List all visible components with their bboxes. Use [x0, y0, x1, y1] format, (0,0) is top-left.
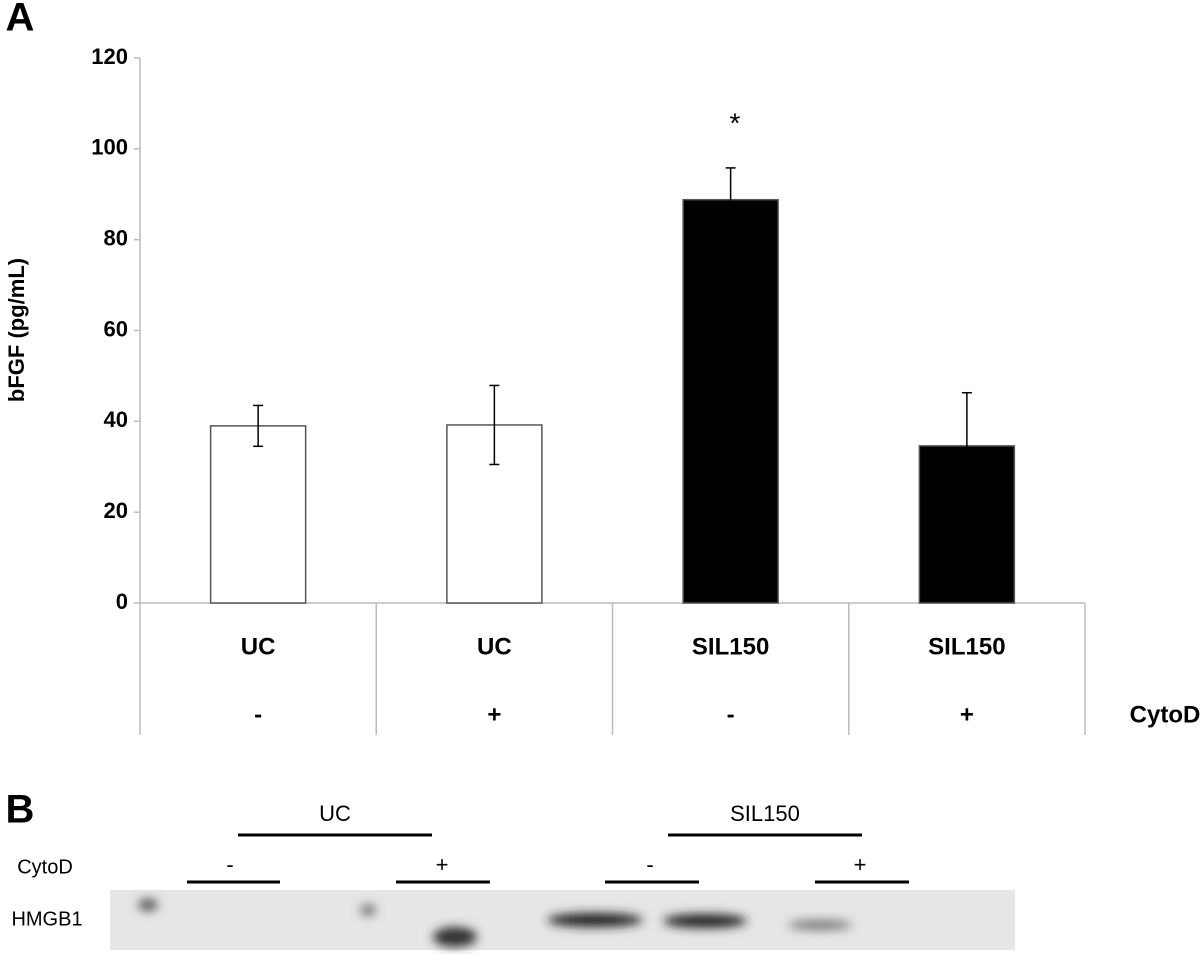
lane-label: - — [226, 852, 233, 877]
lane-label: - — [646, 852, 653, 877]
protein-label: HMGB1 — [11, 908, 82, 930]
treatment-label: CytoD — [17, 856, 73, 878]
treatment-tick-label: + — [960, 701, 974, 728]
blot-panel: B UC SIL150 CytoD - + - + HMGB1 — [6, 788, 1015, 950]
y-tick-label: 0 — [116, 589, 128, 614]
lane-label: + — [436, 852, 449, 877]
y-tick-label: 20 — [104, 498, 128, 523]
treatment-label: CytoD — [1130, 701, 1200, 728]
y-tick-label: 40 — [104, 407, 128, 432]
lane-label: + — [854, 852, 867, 877]
x-tick-label: SIL150 — [928, 633, 1005, 660]
treatment-tick-label: - — [727, 701, 735, 728]
bar — [209, 425, 307, 604]
y-tick-label: 120 — [91, 44, 128, 69]
bar — [682, 198, 779, 604]
y-tick-label: 60 — [104, 316, 128, 341]
x-tick-label: UC — [477, 633, 512, 660]
x-tick-label: UC — [241, 633, 276, 660]
group-label: UC — [319, 801, 351, 826]
panel-label: A — [6, 0, 35, 40]
treatment-tick-label: - — [254, 701, 262, 728]
x-tick-label: SIL150 — [692, 633, 769, 660]
treatment-tick-label: + — [487, 701, 501, 728]
y-tick-label: 100 — [91, 135, 128, 160]
group-label: SIL150 — [730, 801, 800, 826]
y-tick-label: 80 — [104, 225, 128, 250]
y-axis-label: bFGF (pg/mL) — [4, 258, 29, 402]
significance-mark: * — [730, 107, 741, 138]
blot-bands — [138, 899, 852, 947]
panel-label: B — [6, 788, 35, 832]
